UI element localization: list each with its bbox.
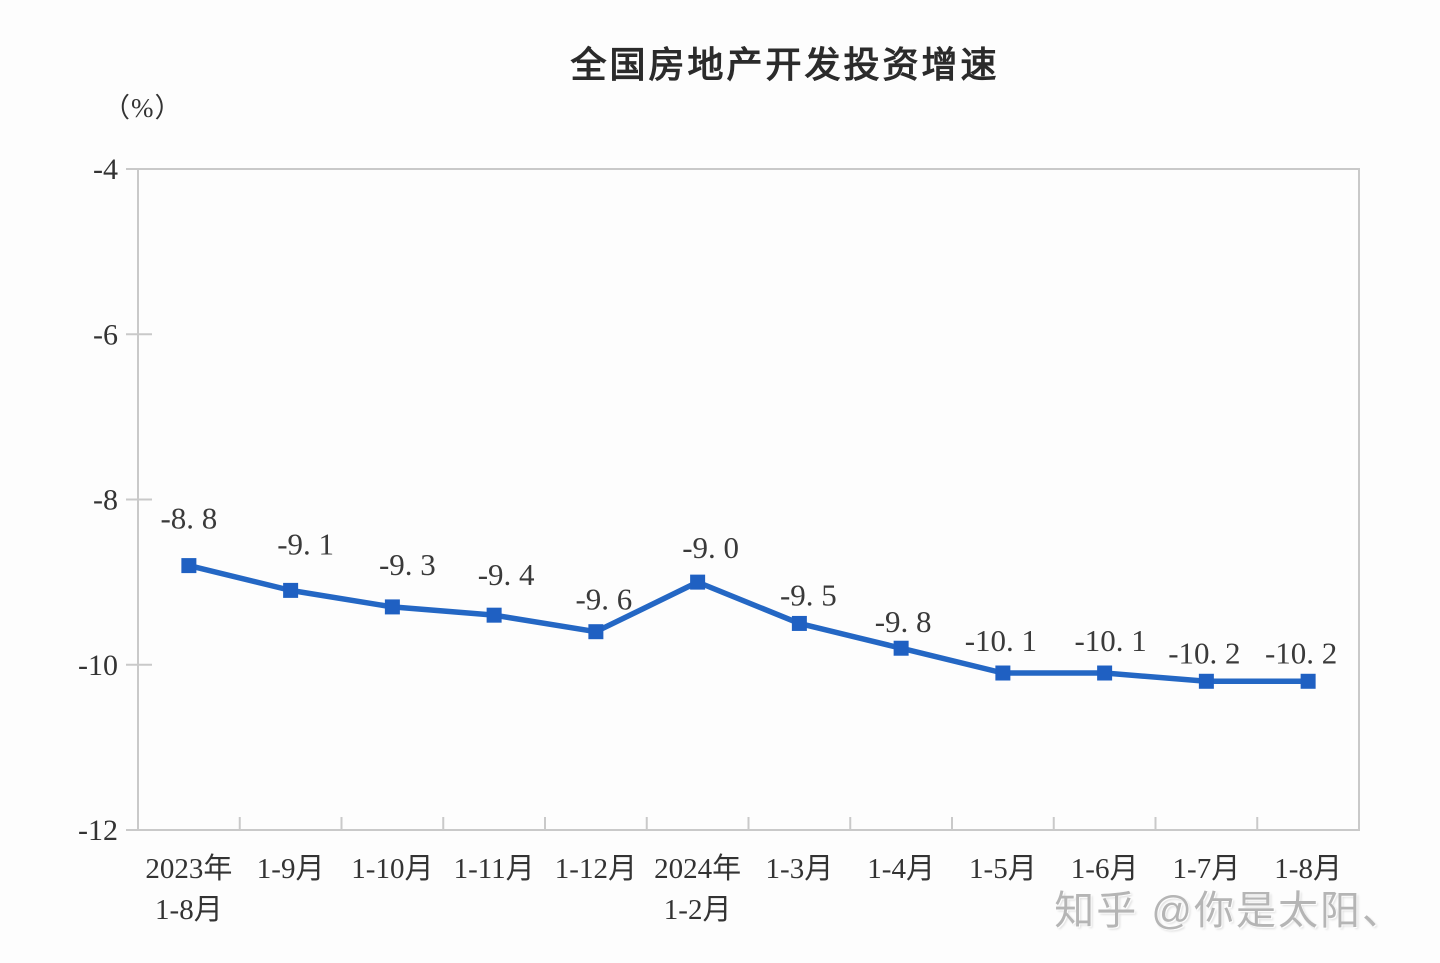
data-point-marker: [995, 665, 1011, 681]
data-point-label: -9. 8: [875, 604, 932, 639]
data-point-label: -10. 2: [1265, 635, 1337, 670]
data-point-label: -10. 2: [1168, 635, 1240, 670]
x-axis-category-label: 2024年 1-2月: [654, 852, 741, 926]
data-point-label: -8. 8: [160, 501, 217, 536]
data-point-label: -10. 1: [1074, 623, 1146, 658]
data-point-label: -9. 4: [478, 557, 535, 592]
x-axis-category-label: 1-5月: [969, 853, 1037, 885]
y-axis-tick-label: -4: [93, 153, 118, 186]
x-axis-category-label: 1-11月: [454, 853, 535, 885]
data-point-marker: [1198, 673, 1214, 689]
data-point-label: -9. 6: [575, 582, 632, 617]
x-axis-category-label: 1-7月: [1173, 853, 1241, 885]
y-axis-unit-label: （%）: [103, 93, 183, 123]
data-point-label: -9. 0: [682, 530, 739, 565]
x-axis-category-label: 1-3月: [766, 853, 834, 885]
x-axis-category-label: 2023年 1-8月: [145, 852, 232, 926]
x-axis-category-label: 1-8月: [1274, 853, 1342, 885]
data-point-label: -10. 1: [965, 623, 1037, 658]
x-axis-category-label: 1-12月: [555, 853, 637, 885]
y-axis-tick-label: -8: [93, 484, 118, 517]
x-axis-category-label: 1-4月: [867, 853, 935, 885]
data-point-marker: [1097, 665, 1113, 681]
data-point-marker: [690, 574, 706, 590]
data-point-marker: [384, 599, 400, 615]
data-point-marker: [486, 607, 502, 623]
plot-border: [137, 168, 1360, 831]
y-axis-tick-label: -12: [78, 814, 118, 847]
watermark: 知乎 @你是太阳、: [1054, 889, 1404, 933]
x-axis-category-label: 1-9月: [257, 853, 325, 885]
x-axis-category-label: 1-6月: [1071, 853, 1139, 885]
y-axis-tick-label: -6: [93, 318, 118, 351]
data-point-marker: [791, 615, 807, 631]
chart-title: 全国房地产开发投资增速: [570, 44, 1000, 85]
data-point-marker: [893, 640, 909, 656]
trend-line: [186, 562, 1311, 685]
data-point-marker: [1300, 673, 1316, 689]
data-point-marker: [588, 624, 604, 640]
data-point-marker: [283, 582, 299, 598]
data-point-label: -9. 3: [379, 547, 436, 582]
y-axis-tick-label: -10: [78, 649, 118, 682]
data-point-marker: [181, 558, 197, 574]
data-point-label: -9. 1: [277, 526, 334, 561]
data-point-label: -9. 5: [780, 577, 837, 612]
x-axis-category-label: 1-10月: [351, 853, 433, 885]
